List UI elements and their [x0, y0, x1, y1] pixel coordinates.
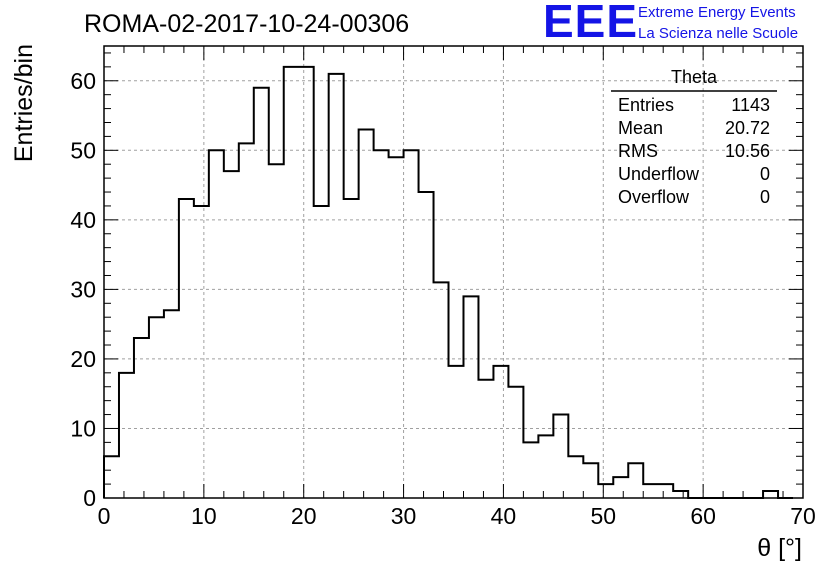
x-tick-label: 40 [491, 503, 517, 529]
stats-value: 0 [760, 164, 770, 184]
y-tick-label: 60 [70, 68, 96, 94]
stats-value: 10.56 [725, 141, 770, 161]
grid-lines [104, 46, 803, 498]
stats-value: 20.72 [725, 118, 770, 138]
x-tick-label: 10 [191, 503, 217, 529]
y-tick-label: 40 [70, 207, 96, 233]
eee-logo: EEE [543, 0, 639, 47]
logo-line-1: Extreme Energy Events [638, 4, 796, 21]
stats-label: Mean [618, 118, 663, 138]
chart-title: ROMA-02-2017-10-24-00306 [84, 10, 410, 38]
stats-title: Theta [671, 67, 718, 87]
y-axis-label: Entries/bin [10, 44, 38, 162]
stats-value: 0 [760, 187, 770, 207]
stats-label: Entries [618, 95, 674, 115]
x-tick-label: 70 [790, 503, 816, 529]
x-tick-label: 20 [291, 503, 317, 529]
x-axis-label: θ [°] [757, 534, 802, 562]
y-tick-label: 20 [70, 346, 96, 372]
x-tick-label: 50 [590, 503, 616, 529]
x-tick-label: 60 [690, 503, 716, 529]
stats-box: Theta Entries 1143 Mean 20.72 RMS 10.56 Underfl… [611, 67, 777, 207]
stats-value: 1143 [731, 95, 770, 115]
axis-ticks [103, 46, 804, 499]
y-tick-label: 10 [70, 415, 96, 441]
y-tick-label: 30 [70, 276, 96, 302]
x-tick-label: 0 [98, 503, 111, 529]
stats-label: Overflow [618, 187, 690, 207]
stats-label: Underflow [618, 164, 700, 184]
tick-labels: 0 10 20 30 40 50 60 70 0 10 20 30 40 50 60 [70, 68, 815, 529]
x-tick-label: 30 [391, 503, 417, 529]
logo-line-2: La Scienza nelle Scuole [638, 25, 799, 42]
plot-frame [103, 45, 804, 499]
stats-label: RMS [618, 141, 658, 161]
histogram-series [103, 65, 794, 499]
y-tick-label: 0 [83, 485, 96, 511]
y-tick-label: 50 [70, 137, 96, 163]
